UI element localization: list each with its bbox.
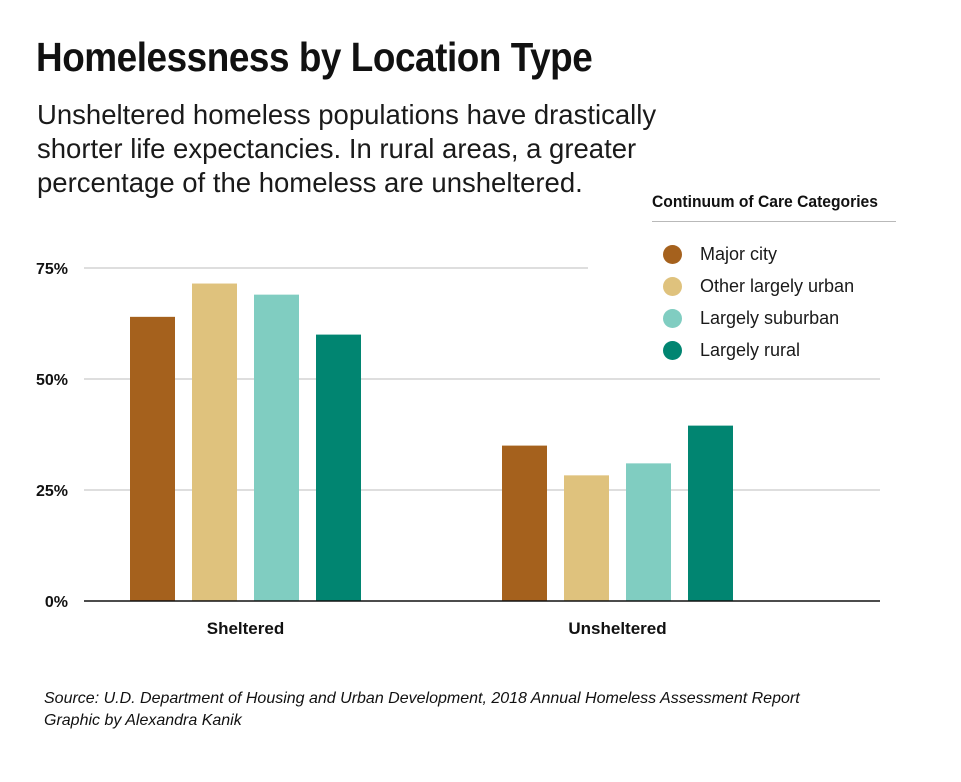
y-tick-label: 50%: [36, 372, 68, 389]
bar: [688, 425, 733, 601]
legend-swatch-largely-suburban: [663, 308, 682, 328]
bar: [130, 316, 175, 601]
legend-item-other-largely-urban: Other largely urban: [652, 270, 896, 302]
legend: Continuum of Care Categories Major city …: [652, 192, 896, 366]
legend-label: Largely rural: [700, 339, 801, 360]
y-tick-label: 25%: [36, 483, 68, 500]
x-category-label: Unsheltered: [568, 619, 666, 638]
legend-swatch-major-city: [663, 244, 682, 264]
legend-swatch-other-largely-urban: [663, 276, 682, 296]
legend-title: Continuum of Care Categories: [652, 192, 878, 211]
source-note: Source: U.D. Department of Housing and U…: [44, 688, 800, 732]
bar: [502, 445, 547, 601]
y-tick-label: 0%: [45, 594, 68, 611]
legend-swatch-largely-rural: [663, 340, 682, 360]
legend-item-largely-rural: Largely rural: [652, 334, 896, 366]
bar: [316, 334, 361, 601]
credit-text: Graphic by Alexandra Kanik: [44, 712, 242, 729]
chart-subtitle: Unsheltered homeless populations have dr…: [37, 99, 657, 198]
chart-title: Homelessness by Location Type: [36, 34, 593, 80]
bar: [192, 283, 237, 601]
legend-divider: [652, 221, 896, 222]
source-text: Source: U.D. Department of Housing and U…: [44, 690, 800, 707]
legend-label: Other largely urban: [700, 275, 855, 296]
x-category-label: Sheltered: [207, 619, 284, 638]
y-tick-label: 75%: [36, 261, 68, 278]
legend-item-major-city: Major city: [652, 238, 896, 270]
bar: [564, 475, 609, 601]
bar: [626, 463, 671, 601]
legend-label: Largely suburban: [700, 307, 840, 328]
legend-item-largely-suburban: Largely suburban: [652, 302, 896, 334]
legend-label: Major city: [700, 243, 778, 264]
bar: [254, 294, 299, 601]
